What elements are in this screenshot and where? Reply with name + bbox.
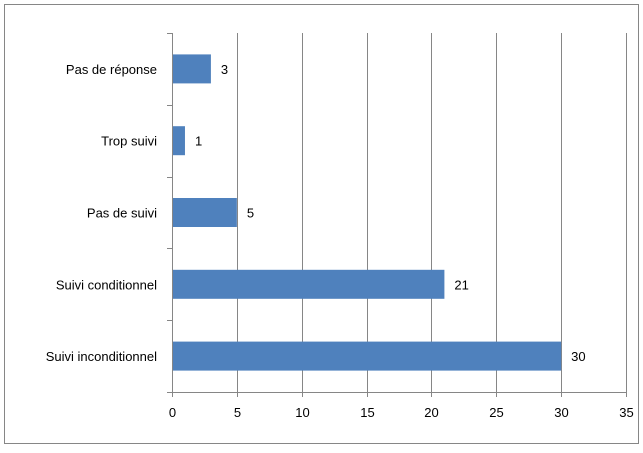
data-label-suivi-conditionnel: 21 — [454, 277, 468, 292]
x-tick-label-25: 25 — [489, 405, 503, 420]
category-label-suivi-conditionnel: Suivi conditionnel — [56, 277, 157, 292]
x-tick-label-0: 0 — [169, 405, 176, 420]
x-tick-label-5: 5 — [234, 405, 241, 420]
gridlines — [237, 33, 627, 392]
category-label-pas-de-reponse: Pas de réponse — [66, 62, 157, 77]
x-tick-label-10: 10 — [295, 405, 309, 420]
data-label-pas-de-suivi: 5 — [247, 206, 254, 221]
bar-suivi-inconditionnel — [173, 341, 562, 371]
x-tick-label-30: 30 — [554, 405, 568, 420]
bar-trop-suivi — [173, 126, 185, 156]
bars — [173, 54, 562, 371]
data-label-suivi-inconditionnel: 30 — [571, 349, 585, 364]
data-label-trop-suivi: 1 — [195, 134, 202, 149]
bar-pas-de-reponse — [173, 54, 211, 84]
category-label-trop-suivi: Trop suivi — [101, 134, 157, 149]
x-tick-label-20: 20 — [424, 405, 438, 420]
bar-suivi-conditionnel — [173, 269, 445, 299]
category-label-suivi-inconditionnel: Suivi inconditionnel — [46, 349, 157, 364]
category-label-pas-de-suivi: Pas de suivi — [87, 206, 157, 221]
data-label-pas-de-reponse: 3 — [221, 62, 228, 77]
bar-pas-de-suivi — [173, 198, 237, 227]
axes — [167, 33, 627, 397]
x-tick-label-15: 15 — [360, 405, 374, 420]
x-tick-label-35: 35 — [619, 405, 633, 420]
